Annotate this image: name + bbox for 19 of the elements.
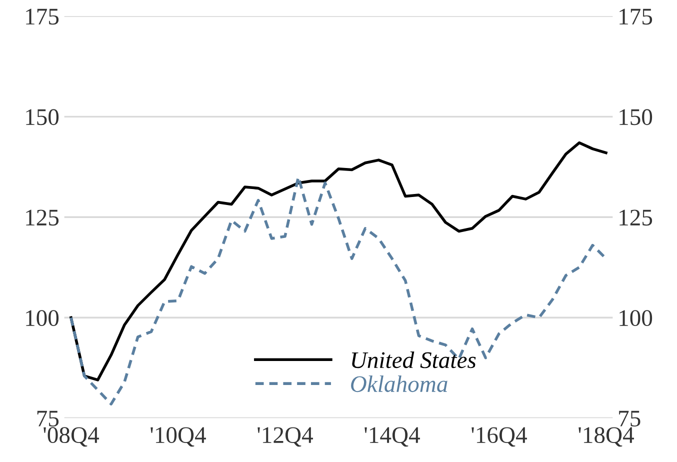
legend-label: United States <box>352 352 476 368</box>
y2-tick-label: 150 <box>620 109 652 126</box>
x-tick-label: '12Q4 <box>258 427 313 447</box>
y2-tick-label: 175 <box>620 8 652 25</box>
x-tick-label: '10Q4 <box>150 427 206 447</box>
x-tick-label: '18Q4 <box>578 427 634 447</box>
y2-tick-label: 100 <box>620 310 652 326</box>
x-tick-label: '08Q4 <box>44 427 99 447</box>
line-series <box>70 176 608 406</box>
y2-tick-label: 75 <box>619 410 640 427</box>
x-tick-label: '14Q4 <box>364 427 420 447</box>
y-tick-label: 100 <box>26 310 59 326</box>
y-tick-label: 75 <box>37 410 59 427</box>
y2-tick-label: 125 <box>620 210 652 226</box>
y-tick-label: 175 <box>26 8 59 25</box>
y-tick-label: 125 <box>26 210 59 226</box>
y-tick-label: 150 <box>26 109 59 126</box>
x-tick-label: '16Q4 <box>472 427 527 447</box>
legend-label: Oklahoma <box>351 375 448 392</box>
